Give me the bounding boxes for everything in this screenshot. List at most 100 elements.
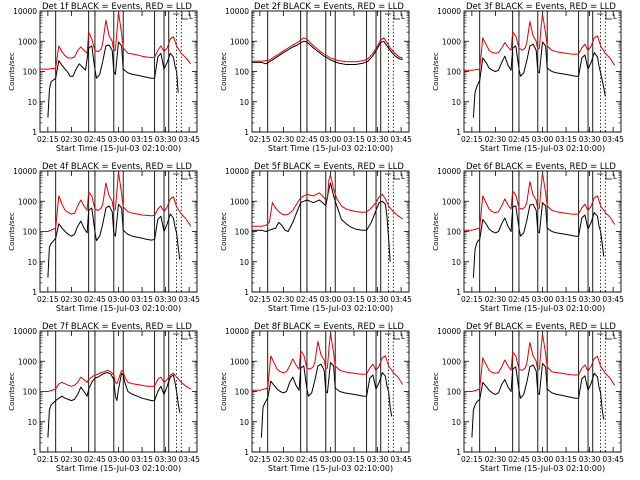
legend-label: L <box>189 173 193 181</box>
x-tick-label: 03:00 <box>320 455 342 464</box>
x-tick-label: 02:45 <box>296 455 318 464</box>
x-axis-label: Start Time (15-Jul-03 02:10:00) <box>268 304 393 313</box>
panel-title: Det 1f BLACK = Events, RED = LLD <box>42 2 192 12</box>
x-tick-label: 03:30 <box>155 135 177 144</box>
plot-frame <box>251 330 410 453</box>
panel-title: Det 9f BLACK = Events, RED = LLD <box>466 322 616 332</box>
plot-frame <box>463 330 622 453</box>
panel-title: Det 4f BLACK = Events, RED = LLD <box>42 162 192 172</box>
y-tick-label: 10000 <box>225 327 249 336</box>
y-tick-label: 1 <box>456 128 461 137</box>
y-tick-label: 10 <box>239 98 249 107</box>
legend-mark <box>173 172 188 180</box>
x-axis-label: Start Time (15-Jul-03 02:10:00) <box>480 304 605 313</box>
series-line-events <box>472 202 605 278</box>
legend-mark <box>385 332 400 340</box>
x-tick-label: 03:15 <box>555 135 577 144</box>
x-tick-label: 02:15 <box>37 135 59 144</box>
x-tick-label: 02:30 <box>273 295 295 304</box>
x-tick-label: 03:30 <box>367 135 389 144</box>
legend-mark <box>173 332 188 340</box>
y-axis-label: Counts/sec <box>432 212 440 251</box>
series-line-lld <box>464 172 616 231</box>
x-tick-label: 02:30 <box>273 135 295 144</box>
plot-frame <box>463 170 622 293</box>
y-axis-label: Counts/sec <box>432 372 440 411</box>
x-tick-label: 03:00 <box>532 135 554 144</box>
x-tick-label: 02:15 <box>37 455 59 464</box>
y-tick-label: 1000 <box>18 197 37 206</box>
y-axis-label: Counts/sec <box>8 212 16 251</box>
legend-label: L <box>401 13 405 21</box>
x-axis-label: Start Time (15-Jul-03 02:10:00) <box>56 144 181 153</box>
x-tick-label: 02:30 <box>61 135 83 144</box>
series-line-events <box>472 41 606 118</box>
x-tick-label: 02:30 <box>61 295 83 304</box>
y-axis-label: Counts/sec <box>220 52 228 91</box>
panel-title: Det 2f BLACK = Events, RED = LLD <box>254 2 404 12</box>
x-axis-label: Start Time (15-Jul-03 02:10:00) <box>268 144 393 153</box>
y-axis-label: Counts/sec <box>8 372 16 411</box>
x-tick-label: 03:45 <box>602 455 624 464</box>
series-line-events <box>47 203 181 278</box>
series-line-events <box>260 362 393 438</box>
x-tick-label: 03:15 <box>343 455 365 464</box>
y-tick-label: 1000 <box>18 357 37 366</box>
x-tick-label: 03:30 <box>367 295 389 304</box>
x-tick-label: 02:45 <box>84 455 106 464</box>
y-tick-label: 10000 <box>437 7 461 16</box>
y-tick-label: 10 <box>451 418 461 427</box>
y-tick-label: 1000 <box>230 197 249 206</box>
x-tick-label: 03:00 <box>108 455 130 464</box>
x-tick-label: 03:15 <box>555 455 577 464</box>
x-tick-label: 03:15 <box>131 135 153 144</box>
series-line-lld <box>40 171 192 232</box>
x-tick-label: 02:15 <box>461 455 483 464</box>
y-tick-label: 10000 <box>13 167 37 176</box>
x-tick-label: 03:30 <box>579 295 601 304</box>
legend-mark <box>385 172 400 180</box>
y-tick-label: 1 <box>32 128 37 137</box>
plot-frame <box>39 10 198 133</box>
x-tick-label: 03:00 <box>108 295 130 304</box>
x-tick-label: 02:30 <box>485 135 507 144</box>
x-tick-label: 03:30 <box>579 455 601 464</box>
x-tick-label: 03:45 <box>390 455 412 464</box>
y-axis-label: Counts/sec <box>8 52 16 91</box>
x-tick-label: 03:00 <box>320 295 342 304</box>
y-tick-label: 1 <box>32 448 37 457</box>
y-tick-label: 100 <box>23 68 38 77</box>
plot-frame <box>251 170 410 293</box>
y-tick-label: 10 <box>27 98 37 107</box>
y-axis-label: Counts/sec <box>432 52 440 91</box>
x-tick-label: 03:45 <box>602 295 624 304</box>
x-tick-label: 02:45 <box>508 135 530 144</box>
legend-mark <box>597 172 612 180</box>
x-tick-label: 02:45 <box>84 295 106 304</box>
series-line-lld <box>252 174 403 227</box>
x-tick-label: 03:15 <box>131 455 153 464</box>
y-tick-label: 10000 <box>225 7 249 16</box>
plot-frame <box>463 10 622 133</box>
series-line-events <box>47 372 181 438</box>
x-tick-label: 03:45 <box>178 135 200 144</box>
x-axis-label: Start Time (15-Jul-03 02:10:00) <box>480 144 605 153</box>
y-tick-label: 100 <box>235 388 250 397</box>
y-tick-label: 1 <box>32 288 37 297</box>
y-tick-label: 1000 <box>442 197 461 206</box>
x-tick-label: 02:30 <box>485 455 507 464</box>
x-tick-label: 03:45 <box>178 455 200 464</box>
legend-label: L <box>189 13 193 21</box>
x-tick-label: 02:15 <box>37 295 59 304</box>
y-tick-label: 10000 <box>437 167 461 176</box>
x-axis-label: Start Time (15-Jul-03 02:10:00) <box>56 464 181 473</box>
plot-frame <box>251 10 410 133</box>
panel-title: Det 7f BLACK = Events, RED = LLD <box>42 322 192 332</box>
x-axis-label: Start Time (15-Jul-03 02:10:00) <box>56 304 181 313</box>
x-tick-label: 03:45 <box>178 295 200 304</box>
x-tick-label: 03:00 <box>108 135 130 144</box>
